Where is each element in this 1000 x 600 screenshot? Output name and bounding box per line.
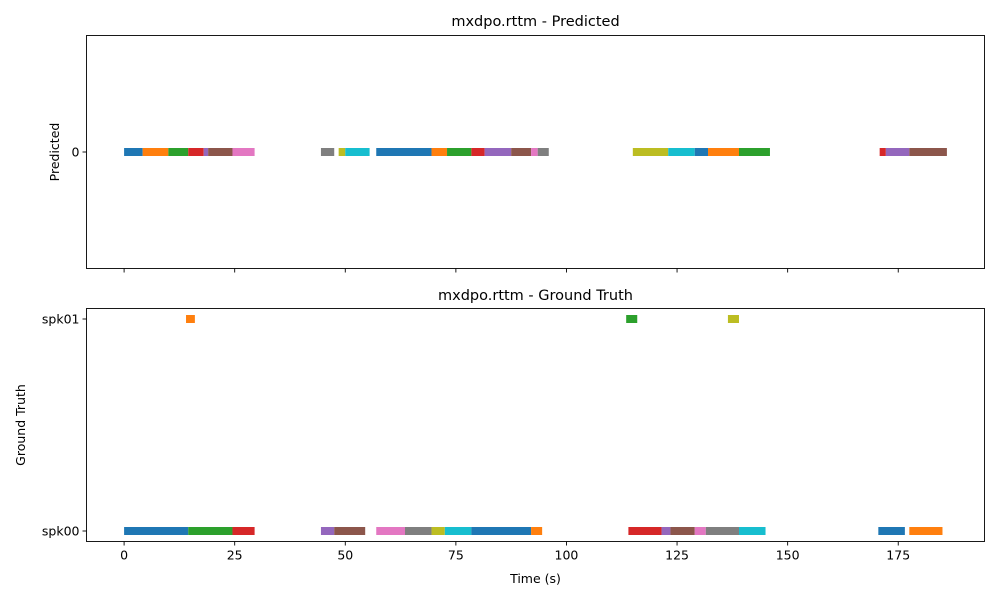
segment-spk00-16 [670,527,695,535]
ground-truth-yticks: spk00 spk01 [42,312,87,539]
segment-0-8 [338,148,346,156]
segment-spk00-21 [909,527,943,535]
segment-spk00-3 [124,527,189,535]
segment-spk00-8 [376,527,405,535]
predicted-segments [124,148,947,156]
predicted-panel: mxdpo.rttm - Predicted Predicted 0 [47,14,985,273]
segment-spk00-10 [431,527,445,535]
xtick-label-125: 125 [665,548,689,563]
segment-0-23 [879,148,886,156]
segment-0-0 [124,148,143,156]
segment-0-5 [208,148,233,156]
segment-spk01-1 [626,315,638,323]
predicted-yticks: 0 [72,145,87,160]
segment-0-3 [188,148,204,156]
xtick-label-25: 25 [227,548,243,563]
ytick-label-spk01: spk01 [42,312,80,327]
segment-spk01-0 [186,315,195,323]
segment-0-21 [708,148,739,156]
segment-0-13 [471,148,485,156]
ground-truth-title: mxdpo.rttm - Ground Truth [438,288,633,304]
xtick-label-50: 50 [337,548,353,563]
segment-0-20 [694,148,709,156]
segment-0-18 [632,148,669,156]
ground-truth-xticks: 0 25 50 75 100 125 150 175 [120,541,910,563]
segment-0-11 [431,148,448,156]
segment-spk00-20 [878,527,905,535]
segment-0-7 [320,148,335,156]
ground-truth-ylabel: Ground Truth [13,384,28,466]
xtick-label-175: 175 [886,548,910,563]
segment-0-9 [345,148,370,156]
segment-0-10 [376,148,432,156]
segment-spk00-9 [405,527,432,535]
segment-0-1 [142,148,169,156]
segment-spk00-18 [705,527,739,535]
predicted-xticks [123,268,899,273]
segment-spk00-12 [471,527,532,535]
predicted-ylabel: Predicted [47,123,62,182]
segment-spk00-14 [628,527,662,535]
segment-0-4 [203,148,209,156]
segment-spk00-6 [320,527,335,535]
segment-spk00-15 [661,527,671,535]
ytick-label-0: 0 [72,145,80,160]
x-axis-label: Time (s) [509,571,561,586]
segment-spk00-11 [444,527,472,535]
xtick-label-75: 75 [448,548,464,563]
segment-spk00-19 [738,527,766,535]
segment-0-22 [738,148,770,156]
segment-spk01-2 [727,315,739,323]
segment-0-25 [909,148,947,156]
segment-0-24 [885,148,910,156]
segment-spk00-4 [188,527,233,535]
segment-spk00-5 [232,527,255,535]
segment-spk00-13 [531,527,543,535]
ground-truth-segments [124,315,943,535]
segment-0-12 [447,148,472,156]
ytick-label-spk00: spk00 [42,524,80,539]
segment-spk00-17 [694,527,706,535]
segment-0-16 [531,148,538,156]
xtick-label-150: 150 [776,548,800,563]
ground-truth-axes-frame [86,308,985,542]
segment-0-17 [537,148,549,156]
predicted-axes-frame [86,35,985,269]
segment-0-6 [232,148,255,156]
ground-truth-panel: mxdpo.rttm - Ground Truth Ground Truth s… [13,288,985,586]
segment-spk00-7 [334,527,366,535]
segment-0-14 [484,148,512,156]
xtick-label-0: 0 [120,548,128,563]
segment-0-2 [168,148,189,156]
xtick-label-100: 100 [555,548,579,563]
segment-0-15 [511,148,532,156]
predicted-title: mxdpo.rttm - Predicted [451,14,619,30]
segment-0-19 [668,148,695,156]
